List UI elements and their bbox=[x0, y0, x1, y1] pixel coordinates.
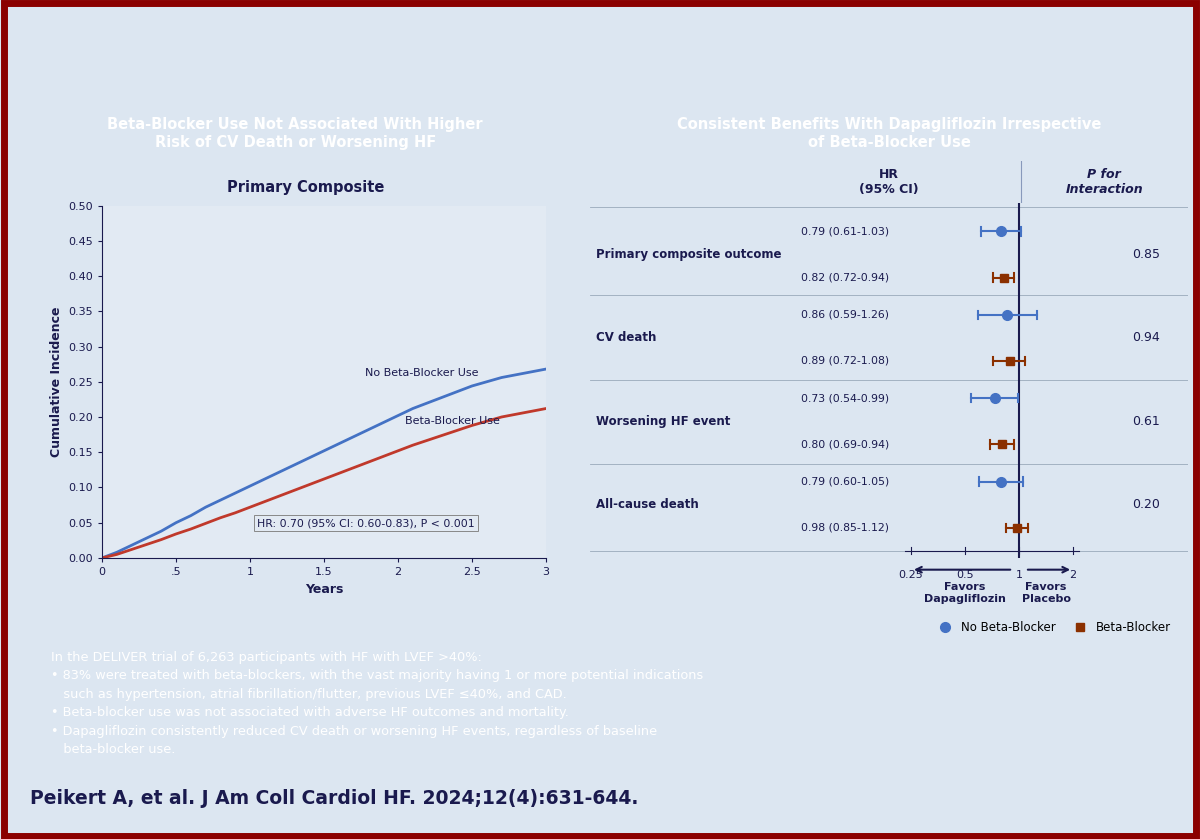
Text: Peikert A, et al. J Am Coll Cardiol HF. 2024;12(4):631-644.: Peikert A, et al. J Am Coll Cardiol HF. … bbox=[30, 789, 638, 808]
Legend: No Beta-Blocker, Beta-Blocker: No Beta-Blocker, Beta-Blocker bbox=[929, 616, 1176, 638]
Text: Beta-Blocker Use Not Associated With Higher
Risk of CV Death or Worsening HF: Beta-Blocker Use Not Associated With Hig… bbox=[107, 117, 484, 149]
Text: 0.79 (0.61-1.03): 0.79 (0.61-1.03) bbox=[802, 227, 889, 237]
Text: HR: 0.70 (95% CI: 0.60-0.83), P < 0.001: HR: 0.70 (95% CI: 0.60-0.83), P < 0.001 bbox=[257, 519, 475, 529]
Text: 2: 2 bbox=[1069, 571, 1076, 581]
Text: Beta-Blocker Use, Clinical Outcomes, and: Beta-Blocker Use, Clinical Outcomes, and bbox=[312, 30, 781, 50]
Text: In the DELIVER trial of 6,263 participants with HF with LVEF >40%:
• 83% were tr: In the DELIVER trial of 6,263 participan… bbox=[50, 651, 703, 757]
Text: Favors
Placebo: Favors Placebo bbox=[1021, 582, 1070, 604]
Y-axis label: Cumulative Incidence: Cumulative Incidence bbox=[49, 306, 62, 457]
Text: All-cause death: All-cause death bbox=[596, 498, 700, 511]
Text: Treatment Response to Dapagliflozin: Treatment Response to Dapagliflozin bbox=[26, 76, 448, 95]
Text: 0.94: 0.94 bbox=[1133, 331, 1160, 344]
Text: CENTRAL ILLUSTRATION:: CENTRAL ILLUSTRATION: bbox=[26, 30, 306, 50]
Text: No Beta-Blocker Use: No Beta-Blocker Use bbox=[366, 368, 479, 378]
Text: 0.89 (0.72-1.08): 0.89 (0.72-1.08) bbox=[802, 356, 889, 366]
Text: 0.85: 0.85 bbox=[1132, 248, 1160, 261]
Text: 0.86 (0.59-1.26): 0.86 (0.59-1.26) bbox=[802, 310, 889, 320]
Text: Primary composite outcome: Primary composite outcome bbox=[596, 248, 782, 261]
Text: 0.20: 0.20 bbox=[1133, 498, 1160, 511]
Text: HR
(95% CI): HR (95% CI) bbox=[859, 168, 919, 196]
Text: 0.5: 0.5 bbox=[956, 571, 974, 581]
Text: 0.80 (0.69-0.94): 0.80 (0.69-0.94) bbox=[800, 440, 889, 450]
Text: Primary Composite: Primary Composite bbox=[227, 180, 385, 195]
Text: Worsening HF event: Worsening HF event bbox=[596, 414, 731, 428]
Text: CV death: CV death bbox=[596, 331, 656, 344]
Text: Beta-Blocker Use: Beta-Blocker Use bbox=[406, 416, 500, 426]
Text: 1: 1 bbox=[1015, 571, 1022, 581]
X-axis label: Years: Years bbox=[305, 582, 343, 596]
Text: 0.98 (0.85-1.12): 0.98 (0.85-1.12) bbox=[802, 523, 889, 533]
Text: 0.73 (0.54-0.99): 0.73 (0.54-0.99) bbox=[802, 393, 889, 404]
Text: 0.82 (0.72-0.94): 0.82 (0.72-0.94) bbox=[802, 273, 889, 283]
Text: 0.79 (0.60-1.05): 0.79 (0.60-1.05) bbox=[800, 477, 889, 487]
Text: P for
Interaction: P for Interaction bbox=[1066, 168, 1144, 196]
Text: Favors
Dapagliflozin: Favors Dapagliflozin bbox=[924, 582, 1006, 604]
Text: Consistent Benefits With Dapagliflozin Irrespective
of Beta-Blocker Use: Consistent Benefits With Dapagliflozin I… bbox=[677, 117, 1102, 149]
Text: 0.61: 0.61 bbox=[1133, 414, 1160, 428]
Text: 0.25: 0.25 bbox=[899, 571, 924, 581]
